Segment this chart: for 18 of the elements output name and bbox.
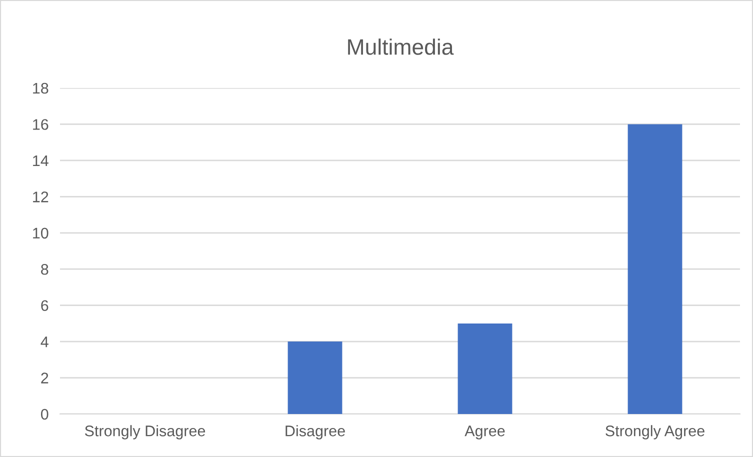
y-tick-label: 6 [41, 300, 48, 312]
x-tick-label: Disagree [286, 425, 345, 440]
x-tick-label: Agree [464, 426, 505, 440]
y-tick-label: 10 [33, 228, 48, 239]
x-tick-label: Strongly Agree [606, 425, 704, 440]
chart-title: Multimedia [348, 38, 454, 55]
y-tick-label: 8 [41, 264, 48, 275]
bar [628, 124, 682, 414]
y-tick-label: 16 [33, 119, 48, 130]
y-tick-label: 4 [40, 336, 48, 348]
x-tick-label: Strongly Disagree [84, 425, 206, 440]
bar [458, 323, 512, 414]
y-tick-label: 12 [33, 192, 48, 202]
y-tick-label: 2 [41, 372, 48, 384]
y-tick-label: 14 [33, 155, 48, 166]
bar [288, 342, 342, 414]
y-tick-label: 0 [40, 408, 48, 420]
y-tick-label: 18 [33, 82, 48, 94]
